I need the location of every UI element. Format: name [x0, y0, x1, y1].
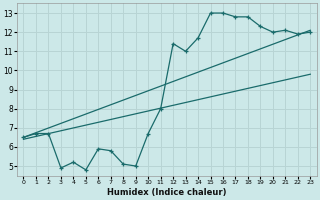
X-axis label: Humidex (Indice chaleur): Humidex (Indice chaleur)	[107, 188, 227, 197]
